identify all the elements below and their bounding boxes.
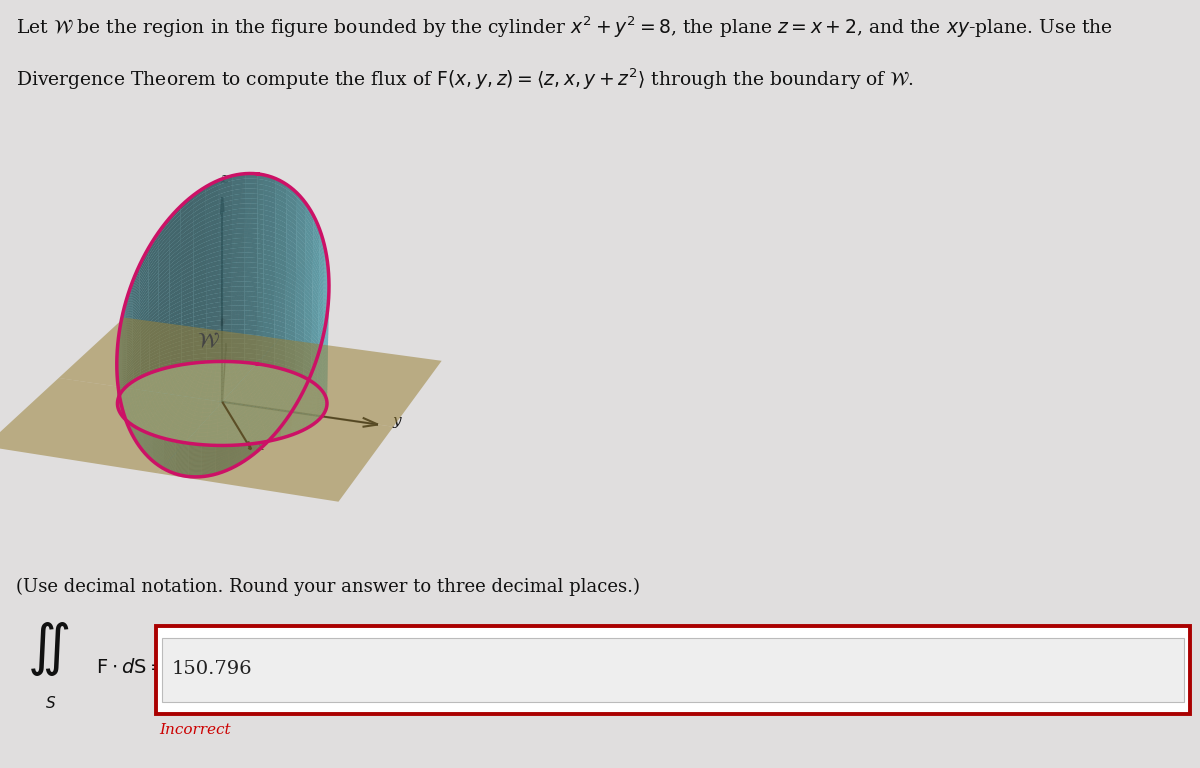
Text: $S$: $S$ — [44, 695, 56, 711]
Text: Let $\mathcal{W}$ be the region in the figure bounded by the cylinder $x^2 + y^2: Let $\mathcal{W}$ be the region in the f… — [16, 15, 1112, 40]
Text: Incorrect: Incorrect — [160, 723, 232, 737]
Text: $\mathrm{F} \cdot d\mathrm{S} =$: $\mathrm{F} \cdot d\mathrm{S} =$ — [96, 658, 166, 677]
Text: (Use decimal notation. Round your answer to three decimal places.): (Use decimal notation. Round your answer… — [16, 578, 640, 596]
Text: Divergence Theorem to compute the flux of $\mathrm{F}(x, y, z) = \langle z, x, y: Divergence Theorem to compute the flux o… — [16, 66, 913, 91]
FancyBboxPatch shape — [162, 638, 1184, 702]
FancyBboxPatch shape — [156, 626, 1190, 714]
Text: $\iint$: $\iint$ — [26, 620, 70, 677]
Text: 150.796: 150.796 — [172, 660, 252, 678]
